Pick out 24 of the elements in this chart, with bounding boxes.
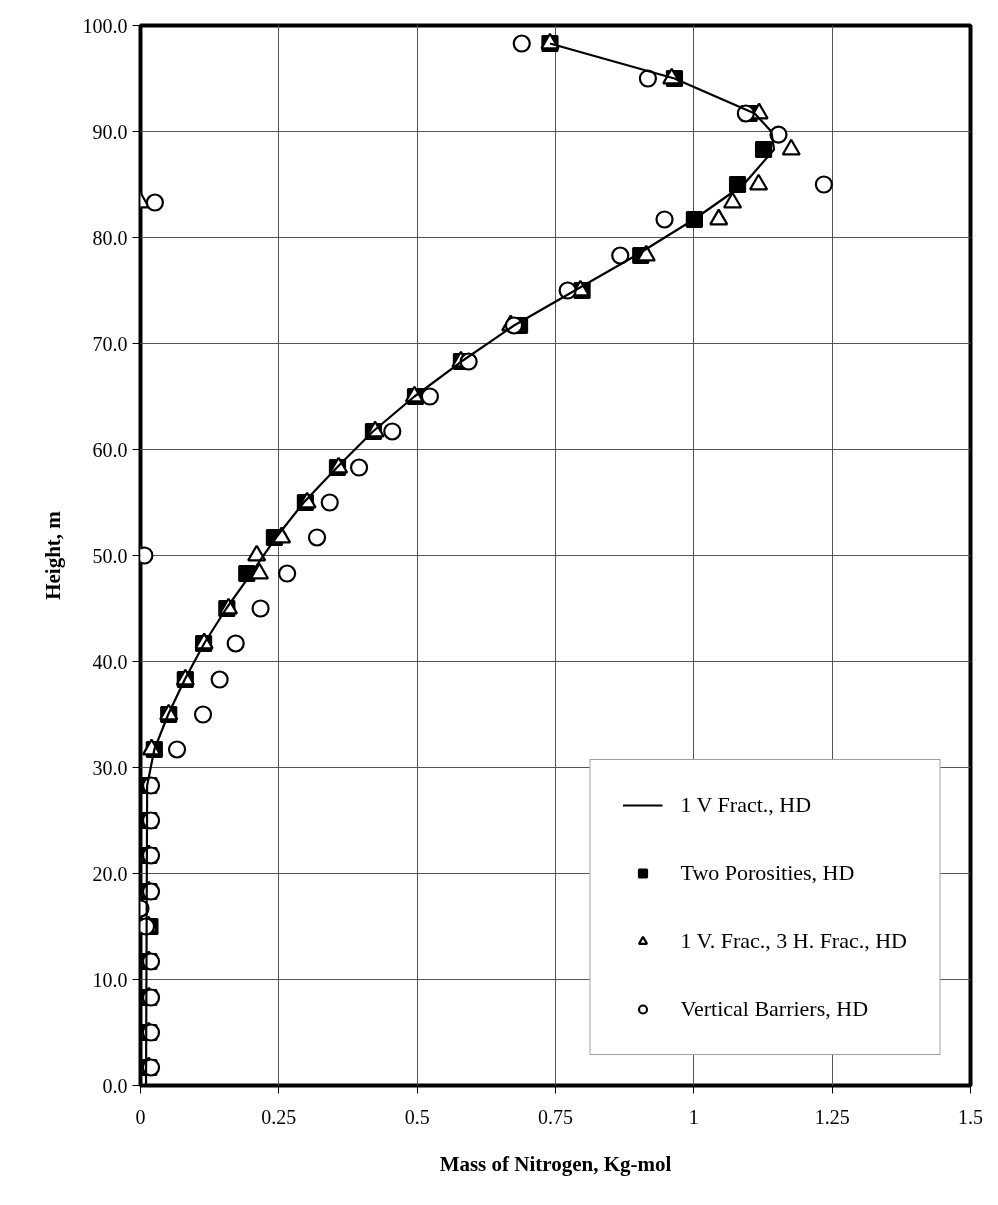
y-tick-label: 50.0 [92,544,128,567]
y-tick-label: 60.0 [92,438,128,461]
y-tick-label: 30.0 [92,756,128,779]
legend-label: 1 V Fract., HD [680,792,812,818]
y-tick-label: 20.0 [92,862,128,885]
legend-label: Vertical Barriers, HD [680,996,869,1022]
x-tick-label: 1.25 [814,1105,850,1128]
x-tick-label: 1 [688,1105,699,1128]
legend-label: 1 V. Frac., 3 H. Frac., HD [680,928,907,954]
legend-label: Two Porosities, HD [680,860,855,886]
y-tick-label: 80.0 [92,226,128,249]
x-tick-label: 0.75 [538,1105,573,1128]
y-tick-label: 40.0 [92,650,128,673]
x-tick-label: 0.5 [404,1105,430,1128]
y-tick-label: 0.0 [102,1074,128,1097]
y-tick-label: 100.0 [82,14,128,37]
x-axis-title: Mass of Nitrogen, Kg-mol [439,1151,672,1176]
y-axis-title: Height, m [40,510,65,600]
x-tick-label: 0 [135,1105,146,1128]
y-tick-label: 70.0 [92,332,128,355]
x-tick-label: 0.25 [261,1105,297,1128]
x-tick-label: 1.5 [958,1105,983,1128]
y-tick-label: 90.0 [92,120,128,143]
y-tick-label: 10.0 [92,968,128,991]
